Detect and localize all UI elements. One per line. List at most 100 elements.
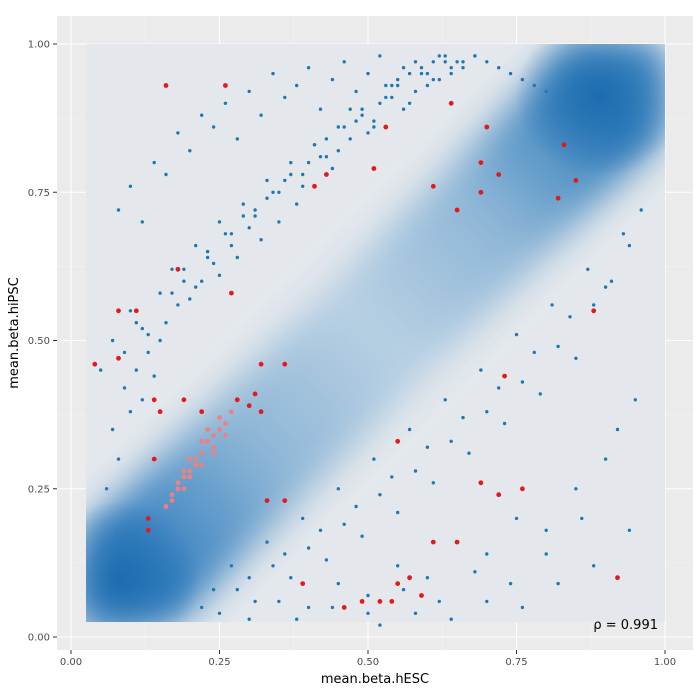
y-tick-label: 0.00	[28, 633, 50, 644]
data-point	[158, 291, 162, 295]
data-point	[116, 355, 121, 361]
data-point	[591, 308, 597, 314]
data-point	[354, 504, 358, 509]
data-point	[246, 403, 252, 409]
data-point	[461, 60, 465, 64]
data-point	[336, 125, 340, 129]
data-point	[211, 125, 216, 129]
data-point	[437, 54, 441, 58]
data-point	[520, 380, 525, 384]
data-point	[431, 77, 435, 82]
data-point	[497, 66, 501, 70]
data-point	[330, 77, 335, 82]
data-point	[430, 539, 436, 545]
data-point	[443, 54, 447, 58]
data-point	[437, 599, 441, 604]
data-point	[265, 540, 269, 544]
data-point	[580, 516, 584, 521]
data-point	[419, 66, 424, 70]
data-point	[146, 350, 150, 355]
data-point	[496, 172, 502, 177]
data-points	[92, 54, 643, 627]
data-point	[205, 255, 210, 260]
data-point	[473, 54, 477, 58]
data-point	[555, 195, 561, 201]
data-point	[615, 575, 620, 581]
data-point	[384, 95, 388, 100]
x-tick-label: 0.00	[60, 657, 82, 668]
data-point	[133, 308, 139, 314]
data-point	[484, 124, 490, 130]
data-point	[289, 576, 293, 580]
data-point	[401, 107, 406, 111]
data-point	[277, 599, 281, 604]
data-point	[372, 125, 376, 129]
data-point	[199, 462, 205, 468]
data-point	[390, 83, 394, 88]
data-point	[282, 498, 288, 503]
data-point	[479, 368, 483, 372]
data-point	[603, 285, 608, 289]
data-point	[199, 438, 205, 444]
data-point	[223, 421, 228, 426]
data-point	[378, 623, 382, 627]
y-tick-label: 1.00	[28, 40, 50, 51]
data-point	[169, 498, 175, 503]
series-main	[99, 54, 643, 627]
series-highlight-light	[163, 409, 234, 509]
data-point	[258, 409, 264, 415]
data-point	[520, 486, 525, 492]
data-point	[485, 60, 489, 64]
data-point	[151, 456, 157, 462]
data-point	[259, 238, 263, 242]
data-point	[152, 160, 156, 165]
data-point	[396, 77, 400, 82]
correlation-annotation: ρ = 0.991	[593, 618, 658, 633]
data-point	[253, 208, 257, 212]
data-point	[145, 516, 151, 521]
data-point	[360, 113, 364, 117]
data-point	[193, 456, 199, 462]
data-point	[241, 202, 245, 206]
data-point	[407, 71, 412, 76]
data-point	[318, 528, 323, 532]
y-axis-title: mean.beta.hiPSC	[7, 277, 22, 388]
series-highlight	[92, 83, 620, 610]
data-point	[283, 552, 287, 556]
data-point	[181, 486, 187, 492]
data-point	[342, 522, 346, 526]
data-point	[621, 232, 626, 236]
data-point	[633, 398, 637, 402]
data-point	[342, 125, 346, 129]
data-point	[366, 611, 370, 615]
data-point	[140, 220, 144, 224]
x-tick-label: 1.00	[654, 657, 676, 668]
y-tick-label: 0.50	[28, 336, 50, 347]
data-point	[467, 451, 471, 455]
data-point	[592, 564, 596, 568]
data-point	[485, 410, 489, 414]
data-point	[134, 368, 138, 372]
data-point	[295, 202, 299, 206]
data-point	[485, 599, 489, 604]
data-point	[359, 599, 365, 604]
data-point	[247, 617, 251, 621]
data-point	[497, 386, 501, 390]
data-point	[223, 232, 228, 236]
data-point	[128, 410, 133, 414]
data-point	[170, 291, 174, 295]
data-point	[193, 462, 199, 468]
data-point	[182, 267, 186, 271]
data-point	[110, 338, 115, 343]
data-point	[413, 611, 418, 615]
data-point	[603, 457, 608, 461]
data-point	[360, 534, 364, 538]
data-point	[265, 178, 269, 183]
data-point	[223, 433, 228, 438]
data-point	[289, 172, 293, 177]
data-point	[140, 326, 144, 331]
data-point	[544, 528, 548, 532]
data-point	[448, 100, 454, 106]
data-point	[128, 184, 133, 188]
data-point	[532, 350, 536, 355]
